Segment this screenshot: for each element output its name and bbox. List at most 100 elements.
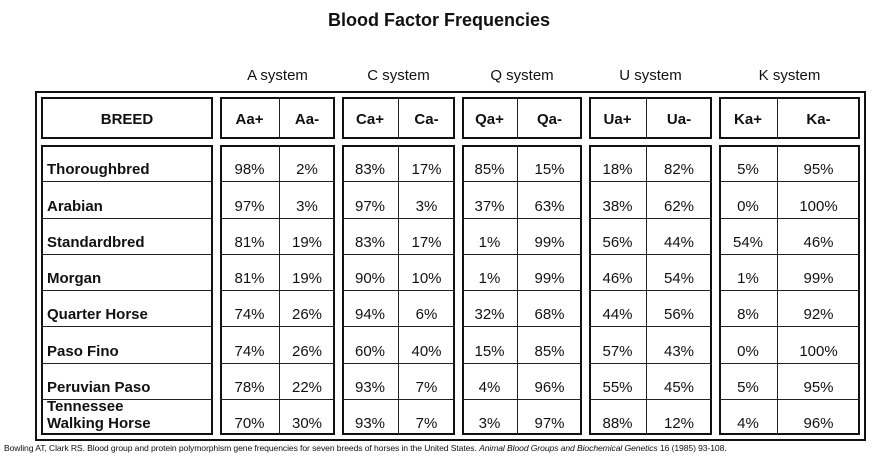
- breed-cell: Morgan: [41, 254, 213, 290]
- frequency-cell: 98%: [234, 161, 265, 179]
- frequency-cell: 32%: [474, 306, 505, 324]
- frequency-cell: 74%: [234, 306, 265, 324]
- breed-name: Standardbred: [47, 233, 145, 251]
- column-header: Ka+: [734, 110, 762, 128]
- header-box: [41, 97, 213, 139]
- frequency-cell: 17%: [411, 161, 442, 179]
- frequency-cell: 63%: [534, 197, 565, 215]
- frequency-cell: 97%: [534, 415, 565, 432]
- frequency-cell: 81%: [234, 233, 265, 251]
- column-header: Qa-: [536, 110, 562, 128]
- frequency-cell: 18%: [602, 161, 633, 179]
- breed-cell: Standardbred: [41, 218, 213, 254]
- frequency-cell: 44%: [602, 306, 633, 324]
- breed-cell: Thoroughbred: [41, 145, 213, 181]
- frequency-cell: 54%: [732, 233, 764, 251]
- frequency-cell: 43%: [663, 342, 695, 360]
- frequency-cell: 78%: [234, 378, 265, 396]
- frequency-cell: 57%: [602, 342, 633, 360]
- breed-name: Arabian: [47, 197, 103, 215]
- column-header: Ca+: [356, 110, 384, 128]
- frequency-cell: 92%: [803, 306, 834, 324]
- frequency-cell: 44%: [663, 233, 695, 251]
- header-box: [462, 97, 582, 139]
- frequency-cell: 4%: [478, 378, 501, 396]
- frequency-cell: 46%: [803, 233, 834, 251]
- breed-name: Tennessee Walking Horse: [47, 398, 151, 432]
- row-divider: [589, 290, 712, 291]
- breed-cell: Arabian: [41, 181, 213, 217]
- citation-text: Bowling AT, Clark RS. Blood group and pr…: [4, 443, 477, 453]
- row-divider: [719, 326, 860, 328]
- row-divider: [589, 398, 712, 400]
- frequency-cell: 26%: [291, 342, 323, 360]
- table-frame: [35, 91, 866, 441]
- frequency-cell: 93%: [354, 378, 386, 396]
- frequency-cell: 1%: [478, 270, 501, 287]
- row-divider: [220, 398, 335, 400]
- column-divider: [279, 145, 280, 435]
- frequency-cell: 68%: [534, 306, 565, 324]
- frequency-cell: 96%: [534, 378, 565, 396]
- frequency-cell: 3%: [478, 415, 501, 432]
- frequency-cell: 37%: [474, 197, 505, 215]
- row-divider: [719, 217, 860, 219]
- column-divider: [398, 145, 399, 435]
- row-divider: [220, 253, 335, 255]
- column-divider: [398, 97, 399, 139]
- frequency-cell: 4%: [737, 415, 759, 432]
- breed-cell: Paso Fino: [41, 326, 213, 362]
- frequency-cell: 62%: [663, 197, 695, 215]
- frequency-cell: 83%: [354, 161, 386, 179]
- frequency-cell: 99%: [534, 270, 565, 287]
- frequency-cell: 96%: [803, 415, 834, 432]
- frequency-cell: 3%: [415, 197, 438, 215]
- column-divider: [517, 145, 518, 435]
- frequency-cell: 95%: [803, 378, 834, 396]
- row-divider: [462, 290, 582, 291]
- frequency-cell: 2%: [296, 161, 318, 179]
- header-box: [719, 97, 860, 139]
- breed-name: Thoroughbred: [47, 161, 150, 179]
- column-divider: [279, 97, 280, 139]
- citation-journal: Animal Blood Groups and Biochemical Gene…: [479, 443, 658, 453]
- header-box: [589, 97, 712, 139]
- frequency-cell: 54%: [663, 270, 695, 287]
- column-header: Ua-: [666, 110, 692, 128]
- row-divider: [719, 181, 860, 183]
- frequency-cell: 95%: [803, 161, 834, 179]
- frequency-cell: 100%: [799, 342, 838, 360]
- column-divider: [777, 145, 778, 435]
- row-divider: [41, 217, 213, 219]
- frequency-cell: 81%: [234, 270, 265, 287]
- frequency-cell: 17%: [411, 233, 442, 251]
- frequency-cell: 56%: [663, 306, 695, 324]
- frequency-cell: 10%: [411, 270, 442, 287]
- row-divider: [589, 326, 712, 328]
- frequency-cell: 8%: [737, 306, 759, 324]
- frequency-cell: 3%: [296, 197, 318, 215]
- row-divider: [220, 290, 335, 291]
- column-header: Qa+: [475, 110, 504, 128]
- row-divider: [589, 362, 712, 364]
- system-header: A system: [247, 67, 308, 84]
- breed-cell: Quarter Horse: [41, 290, 213, 326]
- frequency-cell: 1%: [478, 233, 501, 251]
- row-divider: [41, 181, 213, 183]
- row-divider: [462, 253, 582, 255]
- column-header: BREED: [100, 110, 154, 128]
- row-divider: [462, 181, 582, 183]
- frequency-cell: 99%: [803, 270, 834, 287]
- frequency-cell: 46%: [602, 270, 633, 287]
- column-divider: [517, 97, 518, 139]
- row-divider: [41, 326, 213, 328]
- frequency-cell: 97%: [354, 197, 386, 215]
- row-divider: [719, 398, 860, 400]
- breed-name: Paso Fino: [47, 342, 119, 360]
- frequency-cell: 85%: [534, 342, 565, 360]
- frequency-cell: 100%: [799, 197, 838, 215]
- system-header: U system: [619, 67, 682, 84]
- frequency-cell: 5%: [737, 378, 759, 396]
- frequency-cell: 0%: [737, 197, 759, 215]
